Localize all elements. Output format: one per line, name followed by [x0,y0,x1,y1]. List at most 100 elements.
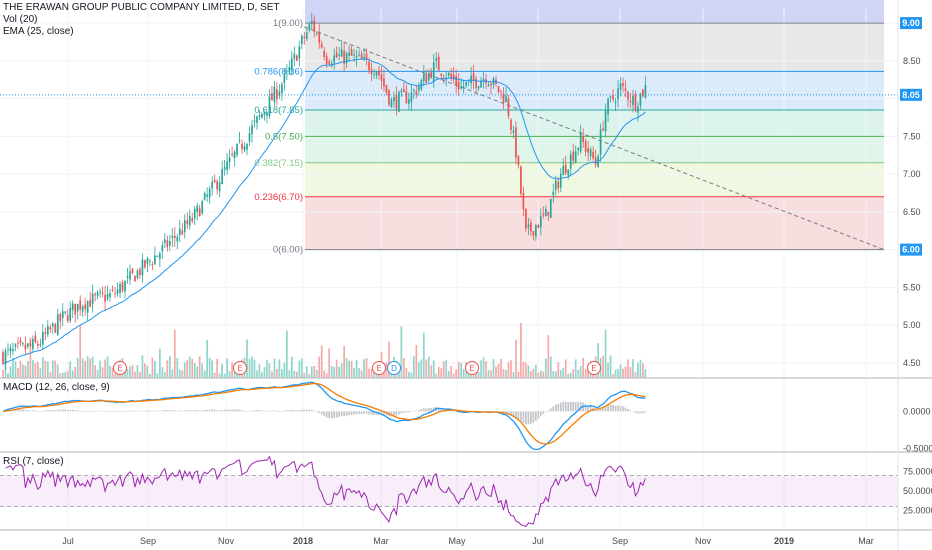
volume-bar [440,368,443,378]
volume-bar [482,357,485,378]
macd-histogram-bar [395,411,398,416]
macd-histogram-bar [415,410,418,412]
macd-histogram-bar [430,408,433,412]
volume-bar [27,361,29,378]
volume-bar [188,356,191,378]
macd-histogram-bar [552,406,555,412]
macd-histogram-bar [213,409,216,412]
candle-body [455,76,458,86]
volume-bar [91,356,94,378]
volume-bar [487,370,490,378]
volume-bar [532,368,535,378]
macd-histogram-bar [79,410,82,412]
fib-level-label: 1(9.00) [273,18,303,29]
fib-zone [305,162,884,197]
volume-bar [315,369,318,378]
volume-bar [173,329,176,378]
volume-bar [216,358,218,378]
volume-bar [507,362,510,378]
macd-histogram-bar [286,410,288,412]
candle-body [554,180,557,190]
volume-bar [166,360,169,378]
macd-histogram-bar [243,410,246,412]
earnings-marker: E [372,361,386,375]
event-markers[interactable]: E E E E ED [113,361,601,375]
volume-bar [271,371,273,378]
volume-legend: Vol (20) [3,14,38,25]
candle-body [218,182,221,192]
candle-body [345,53,348,64]
volume-bar [408,371,410,378]
volume-bar [171,369,174,378]
candle-body [119,283,121,293]
candle-body [370,69,373,74]
candle-body [211,181,214,189]
candle-body [490,83,492,86]
candle-body [24,344,27,350]
rsi-legend: RSI (7, close) [3,456,64,467]
candle-body [241,143,243,149]
candle-body [642,89,644,96]
time-axis-label: Nov [695,536,712,546]
macd-histogram-bar [181,410,184,412]
candle-body [171,235,174,239]
macd-histogram-bar [253,410,256,412]
volume-bar [106,356,109,378]
candle-body [74,303,77,315]
volume-bar [574,359,577,378]
candle-body [318,32,321,43]
volume-bar [318,356,321,378]
volume-bar [462,369,465,378]
macd-histogram-bar [505,411,507,413]
macd-histogram-bar [166,410,169,412]
macd-histogram-bar [218,410,221,412]
macd-histogram-bar [360,411,363,415]
volume-bar [360,370,363,378]
earnings-marker: E [465,361,479,375]
volume-bar [12,357,14,378]
macd-histogram-bar [263,410,266,412]
volume-bar [403,357,405,378]
macd-histogram-bar [642,411,644,414]
volume-bar [51,360,54,378]
fibonacci-retracement[interactable]: 1(9.00) 0.786(8.36) 0.618(7.85) 0.5(7.50) 0.… [254,18,884,256]
macd-histogram-bar [32,410,34,412]
candle-body [129,271,131,280]
time-axis[interactable]: Jul Sep Nov 2018 Mar May Jul Sep Nov 2019 Mar [62,536,874,546]
macd-histogram-bar [427,407,430,412]
rsi-axis-label: 50.0000 [903,486,932,496]
volume-bar [549,356,552,378]
fib-zone [305,196,884,250]
macd-histogram-bar [171,410,174,412]
macd-histogram-bar [89,411,91,412]
volume-bar [286,330,288,378]
candle-body [323,50,326,58]
macd-histogram-bar [564,401,567,412]
macd-histogram-bar [629,410,632,412]
macd-histogram-bar [136,410,139,412]
macd-histogram-bar [281,411,283,412]
earnings-marker-label: E [376,364,381,373]
macd-histogram-bar [221,410,223,412]
volume-bar [460,362,463,378]
volume-bar [358,368,360,378]
volume-bar [477,371,480,378]
macd-histogram-bar [37,410,39,412]
candle-body [246,143,248,150]
volume-bar [617,369,619,378]
volume-bar [278,359,281,378]
candle-body [203,193,206,200]
macd-histogram-bar [393,411,395,416]
macd-histogram-bar [27,410,29,412]
candle-body [629,100,632,103]
candle-body [535,225,537,237]
volume-bar [572,368,575,378]
macd-histogram-bar [144,410,146,412]
candle-body [562,166,565,176]
trend-line[interactable] [304,26,885,251]
candle-body [266,112,268,116]
volume-bar [447,370,450,378]
macd-histogram-bar [298,410,301,412]
